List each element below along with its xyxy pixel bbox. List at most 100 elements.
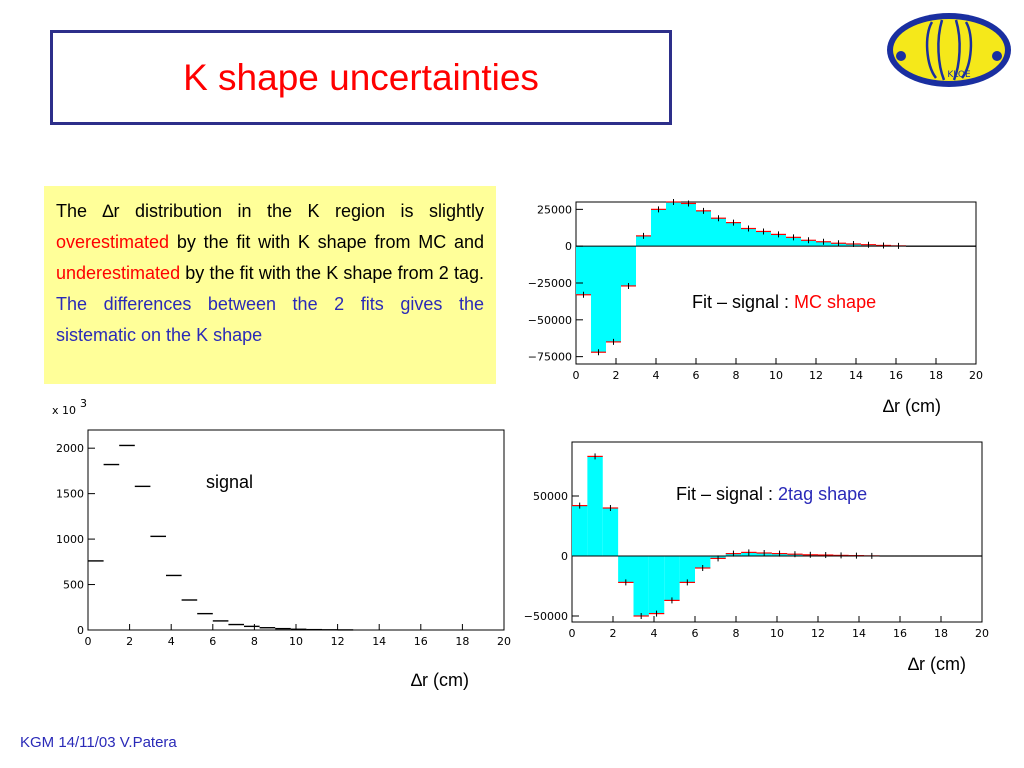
mc-bar: [576, 246, 591, 295]
mc-bar: [696, 210, 711, 247]
signal-xtick-label: 14: [372, 635, 386, 648]
tag-bar: [664, 556, 680, 601]
tag-bar: [587, 456, 603, 556]
systematic-text: The differences between the 2 fits gives…: [56, 294, 484, 345]
mc-bar: [666, 202, 681, 247]
signal-ytick-label: 0: [77, 624, 84, 637]
tag-ytick-label: 50000: [533, 490, 568, 503]
signal-exponent-label: x 10: [52, 404, 76, 417]
mc-bar: [681, 203, 696, 247]
mc-bar: [711, 218, 726, 247]
description-box: The ∆r distribution in the K region is s…: [44, 186, 496, 384]
signal-ytick-label: 1000: [56, 533, 84, 546]
mc-xtick-label: 18: [929, 369, 943, 382]
signal-xtick-label: 18: [455, 635, 469, 648]
tag-annotation: Fit – signal : 2tag shape: [676, 484, 867, 504]
logo-text: KLOE: [947, 70, 971, 80]
tag-xtick-label: 2: [610, 627, 617, 640]
mc-annotation-highlight: MC shape: [794, 292, 876, 312]
mc-bar: [591, 246, 606, 353]
tag-bar: [572, 505, 588, 556]
signal-xtick-label: 6: [209, 635, 216, 648]
signal-xlabel: ∆r (cm): [411, 670, 469, 690]
signal-xtick-label: 10: [289, 635, 303, 648]
mc-ytick-label: −25000: [528, 277, 572, 290]
footer-credit: KGM 14/11/03 V.Patera: [20, 734, 177, 751]
desc-text-3: by the fit with K shape from MC and: [169, 232, 484, 252]
mc-plot-frame: [575, 201, 977, 365]
mc-xtick-label: 14: [849, 369, 863, 382]
mc-bar: [651, 209, 666, 247]
tag-ytick-label: −50000: [524, 610, 568, 623]
mc-shape-chart: 0 2 4 6 8 10 12 14 16 18 20 −75000 −50000 −25000 0 2500…: [518, 196, 988, 396]
signal-xtick-label: 20: [497, 635, 511, 648]
mc-bar: [726, 222, 741, 247]
mc-bar: [621, 246, 636, 286]
title-box: K shape uncertainties: [50, 30, 672, 125]
tag-xtick-label: 18: [934, 627, 948, 640]
signal-xtick-label: 12: [331, 635, 345, 648]
tag-annotation-prefix: Fit – signal :: [676, 484, 778, 504]
mc-bar: [606, 246, 621, 342]
signal-xtick-label: 2: [126, 635, 133, 648]
mc-bar: [786, 237, 801, 247]
mc-ytick-label: −75000: [528, 351, 572, 364]
signal-exponent-power: 3: [80, 397, 87, 410]
signal-xtick-label: 4: [168, 635, 175, 648]
mc-xtick-label: 4: [653, 369, 660, 382]
mc-annotation-prefix: Fit – signal :: [692, 292, 794, 312]
tag-bar: [648, 556, 665, 614]
mc-bar: [756, 231, 771, 247]
tag-shape-chart: 0 2 4 6 8 10 12 14 16 18 20 −50000 0 50000 Fit – signa…: [516, 436, 996, 648]
signal-plot-frame: [87, 429, 505, 631]
tag-bar: [602, 508, 619, 556]
tag-xtick-label: 12: [811, 627, 825, 640]
signal-xtick-label: 16: [414, 635, 428, 648]
delta-symbol: ∆: [102, 201, 114, 221]
tag-xlabel: ∆r (cm): [908, 654, 966, 674]
mc-bar: [771, 234, 786, 247]
tag-bar: [618, 556, 634, 583]
desc-text-2: r distribution in the K region is slight…: [113, 201, 484, 221]
tag-bar: [633, 556, 649, 616]
signal-chart: 0 2 4 6 8 10 12 14 16 18 20 0 500 1000 1500 2000 signal x…: [30, 396, 520, 662]
desc-text-1: The: [56, 201, 103, 221]
mc-ytick-label: −50000: [528, 314, 572, 327]
mc-ytick-label: 25000: [537, 203, 572, 216]
mc-annotation: Fit – signal : MC shape: [692, 292, 876, 312]
signal-annotation: signal: [206, 472, 253, 492]
mc-xtick-label: 0: [573, 369, 580, 382]
mc-xtick-label: 20: [969, 369, 983, 382]
signal-xtick-label: 0: [85, 635, 92, 648]
signal-ytick-label: 2000: [56, 442, 84, 455]
mc-xtick-label: 8: [733, 369, 740, 382]
mc-xlabel: ∆r (cm): [883, 396, 941, 416]
signal-xtick-label: 8: [251, 635, 258, 648]
mc-ytick-label: 0: [565, 240, 572, 253]
mc-xtick-label: 12: [809, 369, 823, 382]
underestimated-text: underestimated: [56, 263, 181, 283]
mc-xtick-label: 6: [693, 369, 700, 382]
kloe-logo: KLOE: [884, 10, 1014, 90]
tag-xtick-label: 0: [569, 627, 576, 640]
tag-xtick-label: 6: [692, 627, 699, 640]
mc-bar: [636, 235, 651, 247]
tag-xtick-label: 10: [770, 627, 784, 640]
mc-xtick-label: 2: [613, 369, 620, 382]
mc-xtick-label: 16: [889, 369, 903, 382]
desc-text-4: by the fit with the K shape from 2 tag.: [180, 263, 484, 283]
slide-title: K shape uncertainties: [183, 56, 539, 98]
tag-xtick-label: 8: [733, 627, 740, 640]
mc-xtick-label: 10: [769, 369, 783, 382]
tag-xtick-label: 14: [852, 627, 866, 640]
tag-xtick-label: 4: [651, 627, 658, 640]
tag-bar: [695, 556, 711, 568]
signal-ytick-label: 500: [63, 579, 84, 592]
mc-bar: [741, 228, 756, 247]
overestimated-text: overestimated: [56, 232, 170, 252]
tag-bar: [679, 556, 695, 583]
tag-xtick-label: 16: [893, 627, 907, 640]
tag-ytick-label: 0: [561, 550, 568, 563]
tag-xtick-label: 20: [975, 627, 989, 640]
tag-annotation-highlight: 2tag shape: [778, 484, 867, 504]
